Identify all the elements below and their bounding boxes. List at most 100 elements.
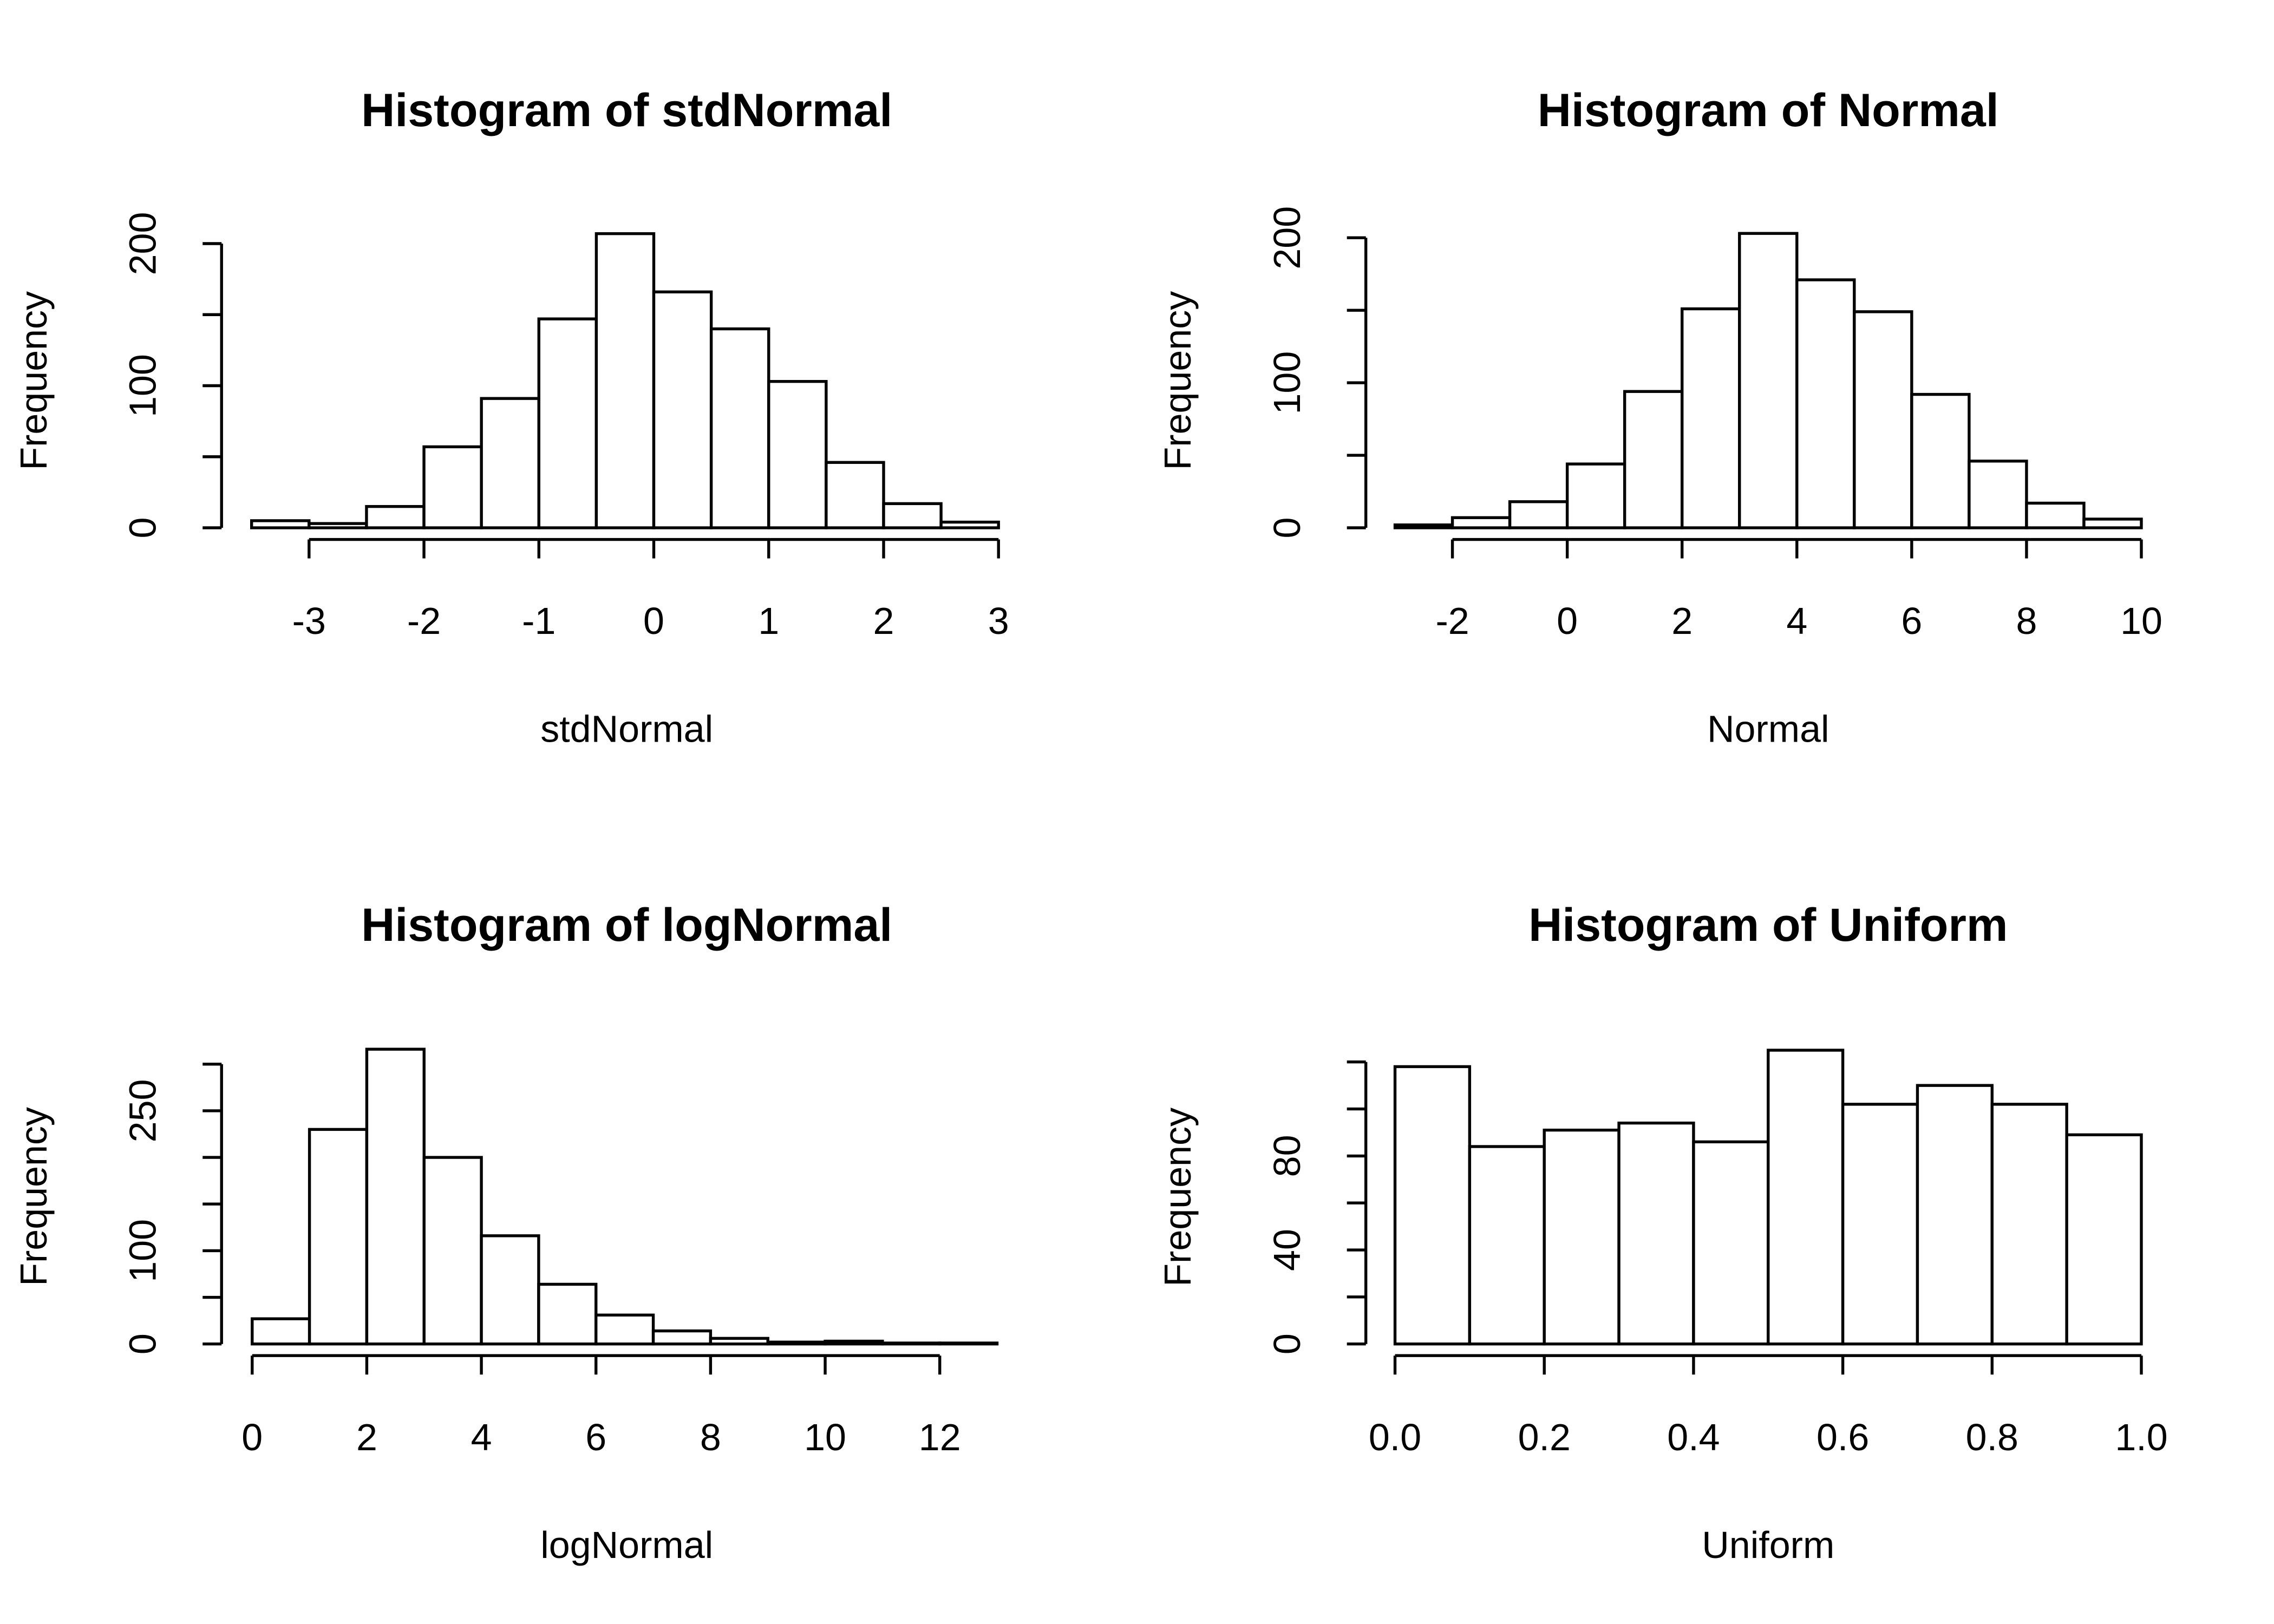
bar — [1617, 1121, 1695, 1346]
y-tick-label: 0 — [122, 518, 164, 539]
y-tick-label: 100 — [122, 1219, 164, 1282]
x-tick-label: 2 — [1671, 600, 1693, 642]
bar — [1990, 1103, 2068, 1346]
x-tick-label: 0.2 — [1518, 1416, 1571, 1458]
x-tick-label: 2 — [356, 1416, 377, 1458]
bar — [1681, 307, 1741, 529]
bar — [824, 1339, 884, 1346]
bar — [537, 317, 598, 529]
x-tick-label: 0.4 — [1667, 1416, 1720, 1458]
bar — [1450, 516, 1512, 529]
x-tick-label: 0 — [643, 600, 664, 642]
x-tick-label: 0.0 — [1369, 1416, 1421, 1458]
y-tick-label: 100 — [1266, 351, 1308, 415]
x-tick-label: 4 — [1786, 600, 1807, 642]
bar — [1916, 1084, 1994, 1346]
bar — [1795, 278, 1856, 529]
y-tick-label: 0 — [1266, 1333, 1308, 1354]
bar — [594, 1313, 655, 1346]
y-tick-label: 200 — [1266, 206, 1308, 270]
x-tick-label: 0.6 — [1816, 1416, 1869, 1458]
y-axis-label: Frequency — [1156, 1108, 1199, 1287]
y-tick-label: 200 — [122, 212, 164, 276]
x-tick-label: -2 — [1435, 600, 1469, 642]
chart-title: Histogram of Uniform — [1528, 899, 2008, 951]
bar — [480, 1234, 540, 1346]
bar — [882, 502, 943, 529]
y-tick-label: 0 — [122, 1333, 164, 1354]
bar — [766, 1340, 827, 1346]
bar — [594, 232, 656, 529]
y-tick-label: 100 — [122, 354, 164, 417]
x-tick-label: -2 — [407, 600, 441, 642]
bar — [881, 1341, 942, 1346]
bar — [1692, 1140, 1770, 1346]
bar — [365, 505, 426, 529]
x-axis-label: logNormal — [540, 1524, 713, 1566]
x-tick-label: 0 — [241, 1416, 263, 1458]
bar — [250, 519, 311, 529]
x-tick-label: 6 — [585, 1416, 606, 1458]
x-tick-label: -3 — [292, 600, 326, 642]
x-tick-label: 1 — [758, 600, 779, 642]
bar — [251, 1317, 311, 1346]
bar — [480, 397, 540, 529]
x-tick-label: 12 — [919, 1416, 961, 1458]
x-axis-label: Uniform — [1702, 1524, 1834, 1566]
x-tick-label: 0.8 — [1966, 1416, 2018, 1458]
bar — [2065, 1133, 2143, 1346]
bar — [1508, 500, 1569, 529]
bar — [2025, 501, 2086, 529]
bar — [1767, 1049, 1845, 1346]
y-tick-label: 40 — [1266, 1229, 1308, 1271]
bar — [1968, 460, 2028, 529]
x-tick-label: 8 — [700, 1416, 721, 1458]
x-tick-label: 0 — [1557, 600, 1578, 642]
bar — [1543, 1128, 1620, 1346]
x-tick-label: 1.0 — [2115, 1416, 2167, 1458]
bar — [1910, 392, 1971, 529]
bar — [422, 445, 483, 529]
bar — [1841, 1103, 1919, 1346]
bar — [1853, 310, 1913, 529]
x-tick-label: 3 — [988, 600, 1009, 642]
bar — [1393, 1065, 1472, 1346]
y-axis-label: Frequency — [1156, 291, 1199, 470]
bar — [365, 1047, 426, 1346]
bar — [825, 461, 885, 529]
y-axis-label: Frequency — [12, 291, 55, 470]
bar — [2082, 518, 2143, 529]
chart-title: Histogram of Normal — [1538, 84, 1999, 136]
bar — [308, 1128, 369, 1346]
x-tick-label: 4 — [471, 1416, 492, 1458]
bar — [939, 520, 1000, 529]
x-axis-label: Normal — [1707, 708, 1829, 750]
chart-title: Histogram of stdNormal — [361, 84, 892, 136]
bar — [938, 1341, 999, 1346]
y-axis-label: Frequency — [12, 1107, 55, 1286]
y-tick-label: 80 — [1266, 1135, 1308, 1177]
bar — [1393, 523, 1454, 529]
bar — [537, 1282, 598, 1346]
bar — [767, 379, 828, 529]
bar — [1623, 390, 1684, 529]
x-tick-label: 8 — [2016, 600, 2037, 642]
x-tick-label: 10 — [804, 1416, 846, 1458]
bar — [709, 327, 770, 529]
x-tick-label: 2 — [873, 600, 894, 642]
bar — [709, 1337, 769, 1346]
bar — [1565, 462, 1626, 529]
x-tick-label: -1 — [522, 600, 556, 642]
bar — [651, 1329, 713, 1346]
bar — [308, 522, 368, 529]
bar — [1738, 232, 1799, 529]
x-tick-label: 6 — [1901, 600, 1922, 642]
bar — [652, 290, 713, 529]
x-axis-label: stdNormal — [540, 708, 713, 750]
x-tick-label: 10 — [2120, 600, 2162, 642]
bar — [422, 1156, 483, 1346]
y-tick-label: 250 — [122, 1079, 164, 1143]
y-tick-label: 0 — [1266, 518, 1308, 539]
